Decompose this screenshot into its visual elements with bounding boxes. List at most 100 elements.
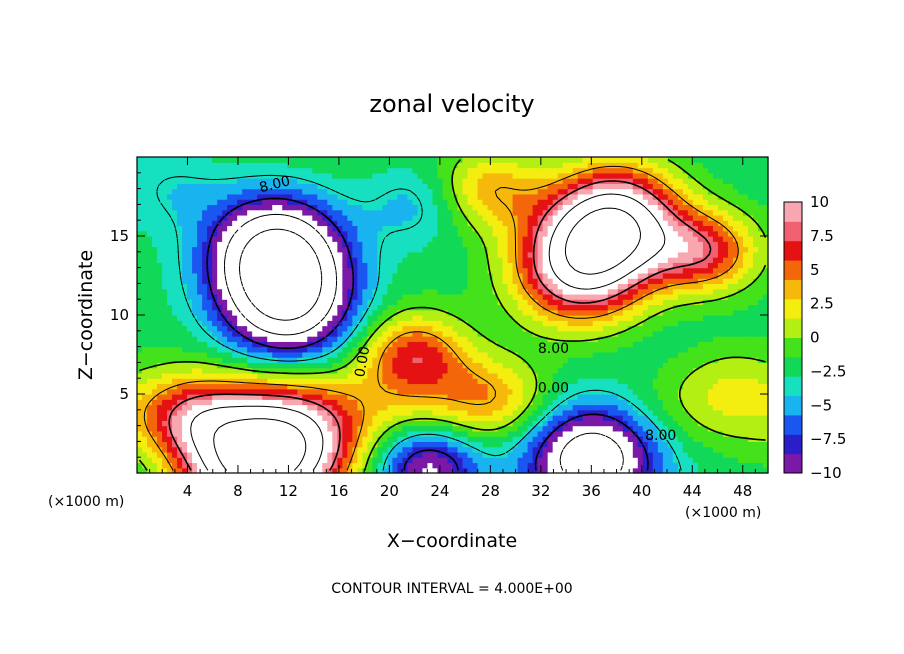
field-cell — [257, 320, 263, 327]
field-cell — [212, 293, 218, 300]
field-cell — [247, 304, 253, 311]
field-cell — [252, 425, 258, 432]
field-cell — [632, 330, 639, 337]
field-cell — [517, 351, 524, 358]
field-cell — [742, 341, 749, 348]
field-cell — [152, 446, 158, 453]
field-cell — [177, 378, 183, 385]
field-cell — [547, 409, 554, 416]
field-cell — [482, 357, 489, 363]
field-cell — [197, 299, 203, 306]
field-cell — [222, 457, 228, 464]
field-cell — [692, 293, 699, 300]
field-cell — [192, 357, 198, 363]
field-cell — [297, 362, 303, 369]
field-cell — [612, 425, 619, 432]
field-cell — [252, 325, 258, 332]
field-cell — [667, 267, 674, 274]
field-cell — [752, 272, 759, 279]
field-cell — [587, 399, 594, 406]
field-cell — [227, 372, 233, 379]
field-cell — [657, 325, 664, 332]
field-cell — [277, 336, 283, 342]
field-cell — [657, 362, 664, 369]
field-cell — [707, 293, 714, 300]
field-cell — [282, 288, 288, 295]
field-cell — [702, 383, 709, 390]
field-cell — [272, 436, 278, 442]
field-cell — [347, 341, 353, 348]
field-cell — [287, 288, 293, 295]
field-cell — [762, 330, 769, 337]
field-cell — [482, 436, 489, 442]
field-cell — [602, 351, 609, 358]
field-cell — [462, 399, 469, 406]
field-cell — [412, 367, 419, 374]
field-cell — [367, 383, 373, 390]
field-cell — [267, 278, 273, 284]
field-cell — [422, 451, 429, 458]
field-cell — [347, 462, 353, 469]
field-cell — [397, 341, 404, 348]
field-cell — [427, 436, 434, 442]
field-cell — [137, 462, 143, 469]
field-cell — [557, 283, 564, 290]
field-cell — [267, 320, 273, 327]
field-cell — [347, 351, 353, 358]
field-cell — [262, 357, 268, 363]
field-cell — [367, 362, 373, 369]
field-cell — [712, 372, 719, 379]
field-cell — [587, 351, 594, 358]
field-cell — [237, 299, 243, 306]
field-cell — [692, 388, 699, 395]
field-cell — [757, 320, 764, 327]
field-cell — [152, 367, 158, 374]
field-cell — [312, 388, 318, 395]
field-cell — [237, 341, 243, 348]
field-cell — [572, 430, 579, 437]
field-cell — [472, 272, 479, 279]
field-cell — [412, 351, 419, 358]
field-cell — [682, 283, 689, 290]
field-cell — [477, 425, 484, 432]
field-cell — [492, 362, 499, 369]
field-cell — [352, 351, 358, 358]
field-cell — [237, 399, 243, 406]
field-cell — [612, 378, 619, 385]
field-cell — [512, 441, 519, 448]
field-cell — [717, 436, 724, 442]
field-cell — [192, 362, 198, 369]
field-cell — [587, 330, 594, 337]
field-cell — [147, 336, 153, 342]
field-cell — [332, 394, 338, 400]
field-cell — [442, 278, 449, 284]
field-cell — [267, 409, 273, 416]
field-cell — [322, 399, 328, 406]
field-cell — [147, 351, 153, 358]
field-cell — [737, 267, 744, 274]
field-cell — [357, 394, 363, 400]
field-cell — [452, 441, 459, 448]
field-cell — [282, 267, 288, 274]
field-cell — [302, 325, 308, 332]
field-cell — [192, 457, 198, 464]
field-cell — [517, 357, 524, 363]
field-cell — [217, 330, 223, 337]
field-cell — [182, 315, 188, 321]
field-cell — [257, 425, 263, 432]
field-cell — [762, 462, 769, 469]
field-cell — [317, 436, 323, 442]
field-cell — [417, 388, 424, 395]
field-cell — [367, 299, 373, 306]
field-cell — [237, 415, 243, 421]
field-cell — [362, 346, 368, 353]
field-cell — [307, 272, 313, 279]
field-cell — [222, 309, 228, 316]
field-cell — [752, 372, 759, 379]
field-cell — [732, 309, 739, 316]
field-cell — [387, 436, 394, 442]
field-cell — [697, 425, 704, 432]
field-cell — [752, 378, 759, 385]
field-cell — [687, 394, 694, 400]
field-cell — [177, 357, 183, 363]
